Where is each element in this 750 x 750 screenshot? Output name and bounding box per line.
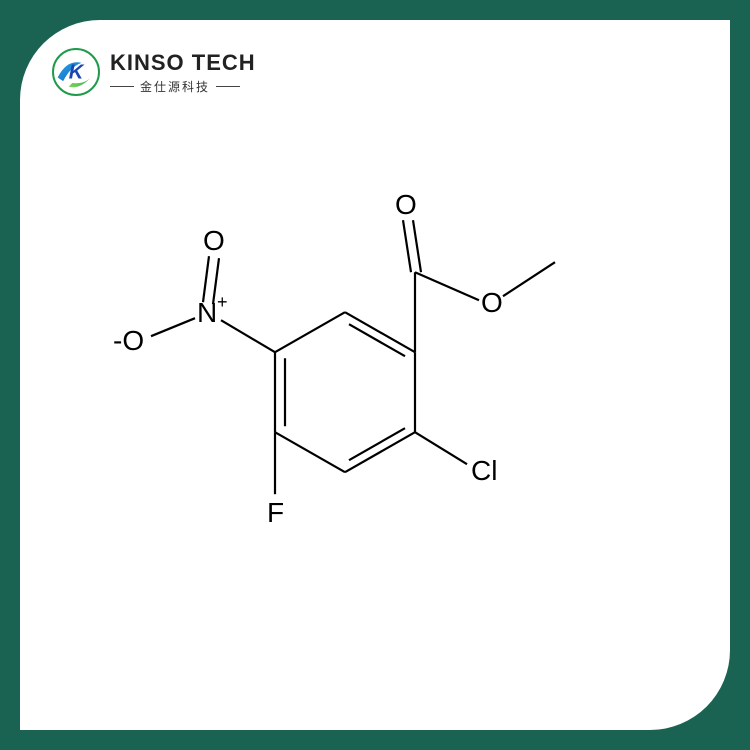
content-panel: K KINSO TECH 金仕源科技	[20, 20, 730, 730]
bond-c4-c5	[275, 432, 345, 472]
brand-name-en: KINSO TECH	[110, 50, 256, 76]
label-N: N	[197, 297, 217, 328]
bond-c3-cl	[415, 432, 467, 464]
structure-svg: O O Cl F N + O -O	[95, 202, 655, 562]
logo-mark: K	[52, 48, 100, 96]
bond-carbonyl-O-a	[403, 220, 411, 272]
brand-name-cn: 金仕源科技	[140, 78, 210, 95]
label-N-plus-icon: +	[217, 292, 228, 312]
divider-right	[216, 86, 240, 87]
logo-text: KINSO TECH 金仕源科技	[110, 50, 256, 95]
bond-c6-c1	[275, 312, 345, 352]
label-nitro-O-neg: -O	[113, 325, 144, 356]
bond-carbonyl-O-b	[413, 220, 421, 272]
divider-left	[110, 86, 134, 87]
logo-letter: K	[69, 61, 85, 83]
arom-c1-c2	[349, 324, 405, 356]
bond-n-Oneg	[151, 318, 195, 336]
bond-Oe-CH3	[503, 262, 555, 296]
arom-c3-c4	[349, 428, 405, 460]
label-Cl: Cl	[471, 455, 497, 486]
logo-swirl-icon: K	[54, 50, 98, 94]
label-nitro-O-double: O	[203, 225, 225, 256]
bond-c6-n	[221, 320, 275, 352]
label-ester-O-single: O	[481, 287, 503, 318]
brand-logo: K KINSO TECH 金仕源科技	[52, 48, 256, 96]
label-F: F	[267, 497, 284, 528]
brand-name-cn-row: 金仕源科技	[110, 78, 256, 95]
bond-n-Oa	[203, 256, 209, 302]
bond-c3-c4	[345, 432, 415, 472]
label-ester-O-double: O	[395, 189, 417, 220]
bond-c1-c2	[345, 312, 415, 352]
bond-carbonyl-Oe	[415, 272, 479, 300]
frame: K KINSO TECH 金仕源科技	[0, 0, 750, 750]
chemical-structure: O O Cl F N + O -O	[95, 202, 655, 562]
